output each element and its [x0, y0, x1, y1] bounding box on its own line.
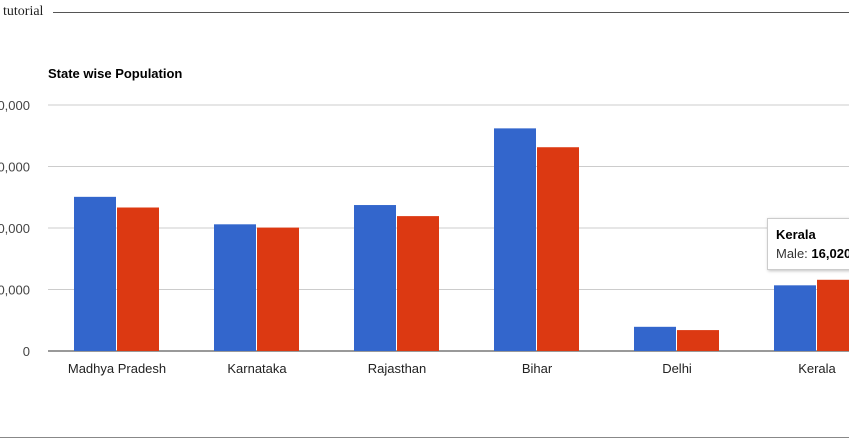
- y-tick-label: 0: [23, 344, 30, 359]
- bar-female-delhi[interactable]: [677, 330, 719, 351]
- x-tick-label: Bihar: [522, 361, 553, 376]
- y-tick-label: 30,000,000: [0, 221, 30, 236]
- tooltip-title: Kerala: [776, 227, 816, 242]
- bar-female-rajasthan[interactable]: [397, 216, 439, 351]
- tooltip-label: Male:: [776, 246, 808, 261]
- y-tick-label: 15,000,000: [0, 283, 30, 298]
- tooltip-value: 16,020,000: [811, 246, 849, 261]
- bar-male-karnataka[interactable]: [214, 224, 256, 351]
- bar-male-bihar[interactable]: [494, 128, 536, 351]
- fieldset-border-top: [53, 12, 849, 13]
- x-tick-label: Rajasthan: [368, 361, 427, 376]
- bar-male-rajasthan[interactable]: [354, 205, 396, 351]
- bar-male-delhi[interactable]: [634, 326, 676, 351]
- bar-female-madhya-pradesh[interactable]: [117, 207, 159, 352]
- y-tick-label: 60,000,000: [0, 98, 30, 113]
- fieldset-legend: tutorial: [3, 4, 44, 19]
- x-tick-label: Karnataka: [227, 361, 287, 376]
- y-tick-label: 45,000,000: [0, 160, 30, 175]
- fieldset-border-bottom: [0, 437, 849, 438]
- bar-female-bihar[interactable]: [537, 147, 579, 351]
- chart-tooltip: Kerala Male: 16,020,000: [767, 218, 849, 270]
- x-tick-label: Madhya Pradesh: [68, 361, 166, 376]
- chart-title: State wise Population: [48, 66, 183, 81]
- bar-male-madhya-pradesh[interactable]: [74, 196, 116, 351]
- x-tick-label: Kerala: [798, 361, 836, 376]
- bar-female-karnataka[interactable]: [257, 227, 299, 351]
- bar-male-kerala[interactable]: [774, 285, 816, 351]
- bar-female-kerala[interactable]: [817, 279, 849, 351]
- x-tick-label: Delhi: [662, 361, 692, 376]
